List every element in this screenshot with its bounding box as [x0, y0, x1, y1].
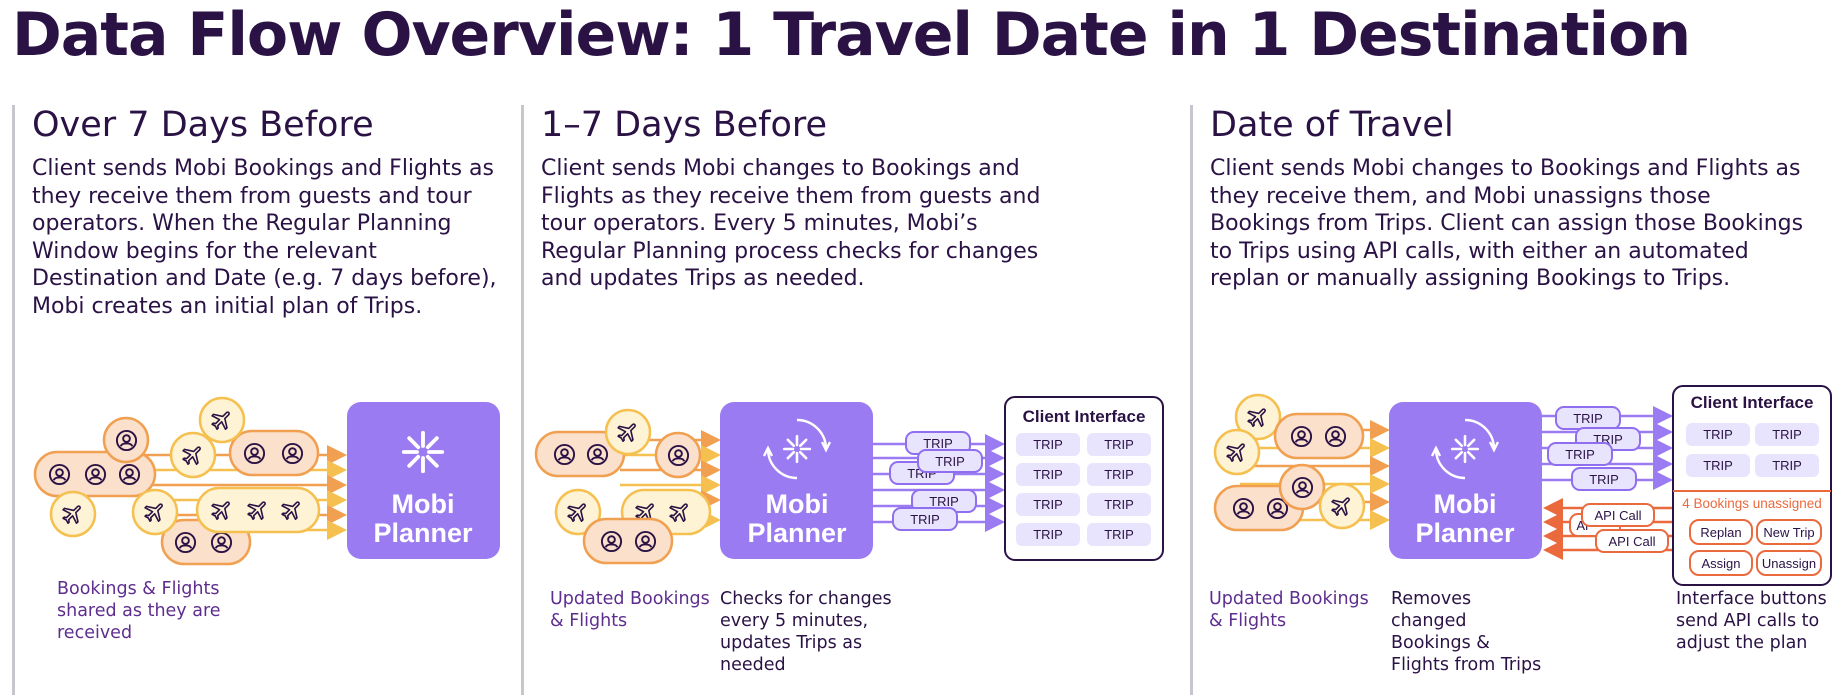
panel-over-7-days: Over 7 Days Before Client sends Mobi Boo…	[12, 105, 515, 695]
panel1-bookings	[33, 396, 321, 566]
panel-description: Client sends Mobi changes to Bookings an…	[1210, 156, 1804, 291]
panel2-bookings	[534, 408, 712, 565]
trip-cell: TRIP	[1104, 437, 1134, 452]
trip-cell: TRIP	[1033, 467, 1063, 482]
panel1-caption-left: Bookings & Flights shared as they are re…	[57, 579, 221, 643]
client-interface-title: Client Interface	[1691, 393, 1814, 412]
api-chip-label: API Call	[1595, 508, 1642, 523]
trip-cell: TRIP	[1033, 527, 1063, 542]
panel-heading: Date of Travel	[1210, 105, 1454, 145]
planner-label-line2: Planner	[1415, 518, 1515, 548]
replan-button[interactable]: Replan	[1700, 525, 1741, 540]
trip-cell: TRIP	[1772, 458, 1802, 473]
panel3-caption-right: Interface buttons send API calls to adju…	[1676, 589, 1827, 653]
trip-cell: TRIP	[1033, 437, 1063, 452]
trip-cell: TRIP	[1033, 497, 1063, 512]
panel2-client-interface: Client Interface TRIP TRIP TRIP TRIP TRI…	[1004, 396, 1164, 561]
trip-chip-label: TRIP	[929, 494, 959, 509]
panel-heading: Over 7 Days Before	[32, 105, 374, 145]
api-chip-label: API Call	[1609, 534, 1656, 549]
trip-cell: TRIP	[1703, 458, 1733, 473]
panel1-mobi-planner: Mobi Planner	[347, 402, 500, 559]
new-trip-button[interactable]: New Trip	[1763, 525, 1814, 540]
panel-1-7-days: 1–7 Days Before Client sends Mobi change…	[521, 105, 1174, 695]
panel3-caption-left: Updated Bookings & Flights	[1209, 589, 1369, 631]
trip-chip-label: TRIP	[1565, 447, 1595, 462]
trip-chip-label: TRIP	[923, 436, 953, 451]
planner-label-line1: Mobi	[1434, 489, 1497, 519]
assign-button[interactable]: Assign	[1701, 556, 1740, 571]
planner-label-line1: Mobi	[392, 489, 455, 519]
panel3-api-chips: AP API Call API Call	[1569, 503, 1669, 553]
trip-cell: TRIP	[1703, 427, 1733, 442]
unassigned-label: 4 Bookings unassigned	[1682, 496, 1822, 511]
panel2-caption-middle: Checks for changes every 5 minutes, upda…	[720, 589, 892, 675]
panel3-trip-chips: TRIP TRIP TRIP TRIP	[1547, 406, 1641, 491]
trip-cell: TRIP	[1772, 427, 1802, 442]
panel2-caption-left: Updated Bookings & Flights	[550, 589, 710, 631]
client-interface-title: Client Interface	[1023, 407, 1146, 426]
panel3-mobi-planner: Mobi Planner	[1389, 402, 1542, 559]
panel-heading: 1–7 Days Before	[541, 105, 828, 145]
panel-description: Client sends Mobi Bookings and Flights a…	[32, 156, 497, 319]
trip-chip-label: TRIP	[1589, 472, 1619, 487]
panel-description: Client sends Mobi changes to Bookings an…	[541, 156, 1041, 291]
unassign-button[interactable]: Unassign	[1762, 556, 1816, 571]
panel2-mobi-planner: Mobi Planner	[720, 402, 873, 559]
panel3-bookings	[1213, 393, 1366, 532]
trip-cell: TRIP	[1104, 467, 1134, 482]
panel3-caption-middle: Removes changed Bookings & Flights from …	[1391, 589, 1542, 675]
trip-chip-label: TRIP	[910, 512, 940, 527]
page-title: Data Flow Overview: 1 Travel Date in 1 D…	[12, 0, 1691, 70]
trip-cell: TRIP	[1104, 497, 1134, 512]
planner-label-line1: Mobi	[766, 489, 829, 519]
panel2-trip-chips: TRIP TRIP TRIP TRIP TRIP	[889, 431, 983, 531]
planner-label-line2: Planner	[747, 518, 847, 548]
planner-label-line2: Planner	[373, 518, 473, 548]
trip-chip-label: TRIP	[1573, 411, 1603, 426]
trip-cell: TRIP	[1104, 527, 1134, 542]
panel3-client-interface: Client Interface TRIP TRIP TRIP TRIP 4 B…	[1672, 385, 1832, 586]
trip-chip-label: TRIP	[935, 454, 965, 469]
panel-date-of-travel: Date of Travel Client sends Mobi changes…	[1190, 105, 1842, 695]
